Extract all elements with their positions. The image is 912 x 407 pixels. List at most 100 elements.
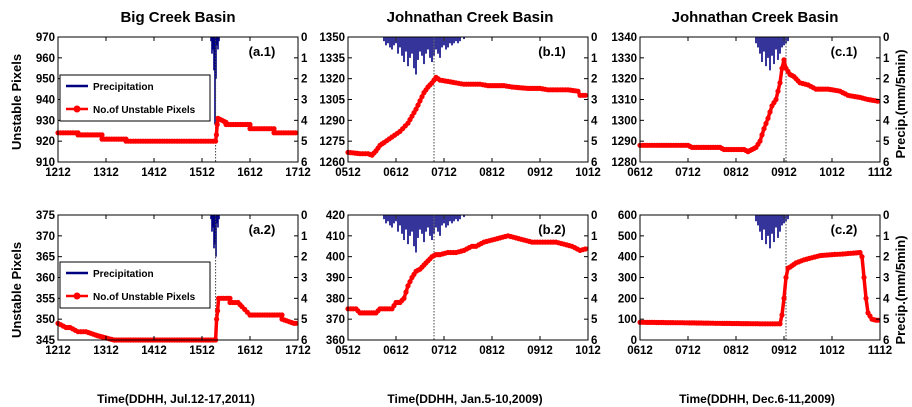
unstable-point bbox=[419, 94, 425, 100]
y-tick-label: 600 bbox=[618, 210, 637, 222]
y2-tick-label: 6 bbox=[301, 335, 307, 347]
y-tick-label: 1290 bbox=[611, 136, 637, 148]
unstable-point bbox=[214, 316, 220, 322]
y2-tick-label: 3 bbox=[883, 273, 889, 285]
x-tick-label: 1612 bbox=[237, 167, 263, 179]
xlabel-a: Time(DDHH, Jul.12-17,2011) bbox=[97, 392, 255, 406]
unstable-point bbox=[247, 121, 253, 128]
panel-a1: 1212 1312 1412 1512 1612 1712 910 920 930 940 950 9… bbox=[36, 32, 311, 179]
y-tick-label: 360 bbox=[326, 335, 345, 347]
y-tick-label: 960 bbox=[36, 53, 55, 65]
x-tick-label: 1212 bbox=[45, 345, 71, 357]
y-tick-label: 1305 bbox=[319, 95, 345, 107]
y2-tick-label: 3 bbox=[591, 95, 597, 107]
unstable-point bbox=[401, 295, 407, 301]
legend-unstable-marker bbox=[73, 105, 81, 113]
y2-tick-label: 0 bbox=[591, 210, 597, 222]
unstable-point bbox=[783, 274, 789, 281]
y2-tick-label: 5 bbox=[591, 314, 598, 326]
y-tick-label: 370 bbox=[36, 231, 55, 243]
legend-unstable-label: No.of Unstable Pixels bbox=[93, 105, 196, 116]
y2-tick-label: 4 bbox=[591, 115, 598, 127]
y2-tick-label: 2 bbox=[591, 74, 597, 86]
unstable-point bbox=[759, 132, 765, 138]
panels: 1212 1312 1412 1512 1612 17129109209309409509… bbox=[36, 32, 892, 357]
unstable-point bbox=[859, 254, 865, 260]
panel-label: (b.1) bbox=[538, 44, 565, 59]
y2-tick-label: 1 bbox=[591, 53, 598, 65]
y-tick-label: 300 bbox=[618, 273, 637, 285]
x-tick-label: 0712 bbox=[675, 167, 701, 179]
unstable-point bbox=[757, 138, 763, 144]
y-tick-label: 1310 bbox=[611, 95, 637, 107]
right-ylabel-top: Precip.(mm/5min) bbox=[893, 49, 908, 158]
unstable-point bbox=[405, 283, 411, 289]
y-tick-label: 1335 bbox=[319, 53, 345, 65]
x-tick-label: 0512 bbox=[335, 345, 361, 357]
y-tick-label: 400 bbox=[326, 252, 345, 264]
unstable-point bbox=[215, 308, 221, 314]
unstable-point bbox=[773, 96, 779, 103]
unstable-point bbox=[779, 312, 785, 318]
x-tick-label: 0612 bbox=[627, 167, 653, 179]
y-tick-label: 390 bbox=[326, 273, 345, 285]
legend-box bbox=[59, 261, 211, 309]
y2-tick-label: 3 bbox=[301, 273, 307, 285]
x-tick-label: 0812 bbox=[479, 345, 505, 357]
x-tick-label: 1212 bbox=[45, 167, 71, 179]
y2-tick-label: 6 bbox=[883, 157, 889, 169]
y-tick-label: 420 bbox=[326, 210, 345, 222]
x-tick-label: 0812 bbox=[723, 167, 749, 179]
y-tick-label: 380 bbox=[326, 293, 345, 305]
y-tick-label: 1340 bbox=[611, 32, 637, 44]
y-tick-label: 0 bbox=[631, 335, 637, 347]
y-tick-label: 1260 bbox=[319, 157, 345, 169]
x-tick-label: 0912 bbox=[771, 167, 797, 179]
y2-tick-label: 5 bbox=[301, 136, 308, 148]
column-title-johnathan-2: Johnathan Creek Basin bbox=[672, 9, 839, 26]
y-tick-label: 950 bbox=[36, 74, 55, 86]
x-tick-label: 0812 bbox=[479, 167, 505, 179]
unstable-point bbox=[279, 312, 285, 318]
unstable-point bbox=[777, 80, 783, 86]
y-tick-label: 1320 bbox=[319, 74, 345, 86]
y2-tick-label: 4 bbox=[301, 115, 308, 127]
x-tick-label: 1012 bbox=[575, 167, 601, 179]
y2-tick-label: 1 bbox=[301, 231, 308, 243]
y-tick-label: 1350 bbox=[319, 32, 345, 44]
unstable-point bbox=[765, 115, 771, 121]
panel-b1: 0512 0612 0712 0812 0912 10121260127512901305… bbox=[319, 32, 600, 179]
y-tick-label: 365 bbox=[36, 252, 56, 264]
y-tick-label: 1300 bbox=[611, 115, 637, 127]
y-tick-label: 400 bbox=[618, 252, 637, 264]
x-tick-label: 1512 bbox=[189, 345, 215, 357]
unstable-point bbox=[293, 130, 299, 136]
y-tick-label: 920 bbox=[36, 136, 55, 148]
y2-tick-label: 4 bbox=[591, 293, 598, 305]
unstable-point bbox=[781, 295, 787, 301]
legend-unstable-label: No.of Unstable Pixels bbox=[93, 292, 196, 303]
y-tick-label: 1330 bbox=[611, 53, 637, 65]
y2-tick-label: 6 bbox=[591, 157, 597, 169]
y2-tick-label: 2 bbox=[591, 252, 597, 264]
y-tick-label: 930 bbox=[36, 115, 55, 127]
y-tick-label: 1280 bbox=[611, 157, 637, 169]
x-tick-label: 1112 bbox=[868, 167, 892, 179]
unstable-point bbox=[863, 295, 869, 301]
y2-tick-label: 2 bbox=[301, 252, 307, 264]
x-tick-label: 1012 bbox=[819, 345, 845, 357]
y2-tick-label: 1 bbox=[591, 231, 598, 243]
y-tick-label: 360 bbox=[36, 273, 55, 285]
x-tick-label: 0812 bbox=[723, 345, 749, 357]
x-tick-label: 0612 bbox=[383, 345, 409, 357]
x-tick-label: 0712 bbox=[431, 167, 457, 179]
unstable-point bbox=[417, 98, 423, 104]
legend-unstable-marker bbox=[73, 292, 81, 300]
panel-label: (b.2) bbox=[538, 222, 565, 237]
x-tick-label: 1712 bbox=[285, 345, 311, 357]
unstable-point bbox=[777, 321, 783, 327]
unstable-point bbox=[271, 126, 277, 132]
y-tick-label: 375 bbox=[36, 210, 56, 222]
y2-tick-label: 5 bbox=[301, 314, 308, 326]
